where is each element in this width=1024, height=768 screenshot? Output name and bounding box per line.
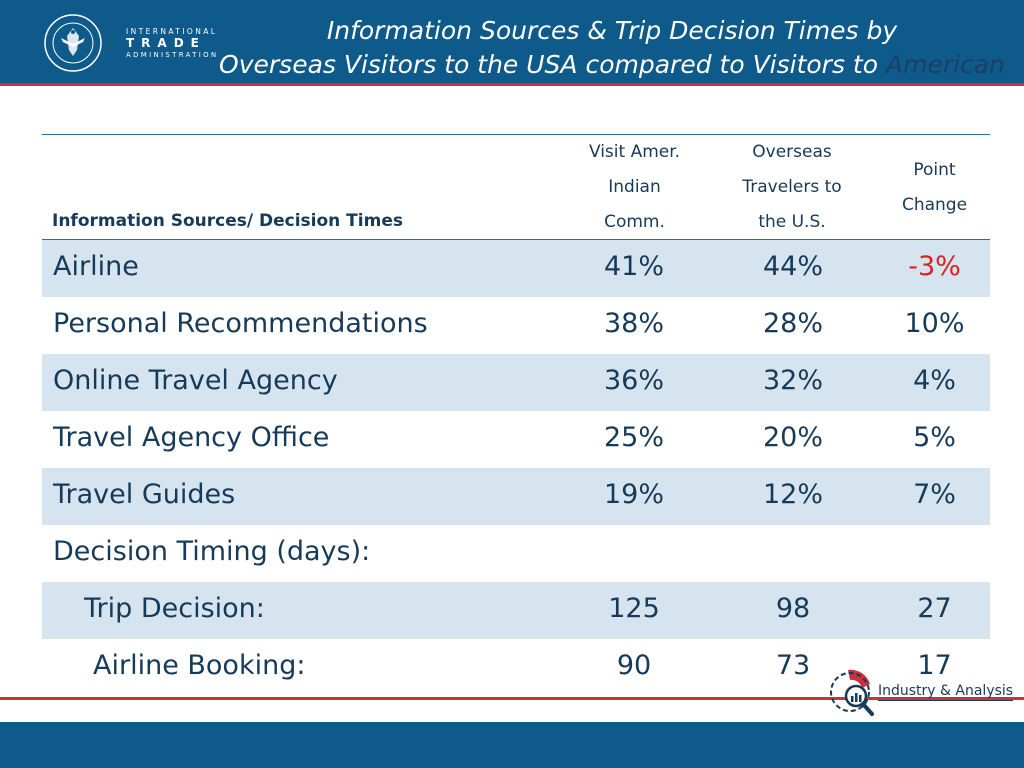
column-header-indian-comm-line3: Comm. (604, 212, 665, 232)
title-line-2-text: Overseas Visitors to the USA compared to… (219, 50, 879, 79)
cell-overseas: 12% (762, 479, 823, 510)
table-row: Travel Agency Office 25% 20% 5% (42, 411, 990, 468)
cell-indian-comm: 25% (603, 422, 664, 453)
table-row: Online Travel Agency 36% 32% 4% (42, 354, 990, 411)
table-top-rule (42, 134, 990, 135)
row-label: Decision Timing (days): (53, 536, 371, 567)
footer-band (0, 722, 1024, 768)
cell-point-change: 27 (917, 593, 952, 624)
ita-logo-line2: TRADE (126, 36, 206, 50)
row-label: Airline Booking: (93, 650, 306, 681)
row-label: Travel Guides (53, 479, 236, 510)
ita-logo: INTERNATIONAL TRADE ADMINISTRATION (126, 27, 218, 60)
ita-logo-line1: INTERNATIONAL (126, 27, 218, 36)
cell-point-change: 4% (913, 365, 956, 396)
row-label: Airline (53, 251, 139, 282)
column-header-point-change: Point Change (877, 153, 992, 223)
column-header-overseas-line3: the U.S. (758, 212, 826, 232)
cell-indian-comm: 38% (603, 308, 664, 339)
header-band (0, 0, 1024, 83)
column-header-indian-comm-line2: Indian (608, 177, 661, 197)
column-header-point-change-line1: Point (913, 160, 956, 180)
cell-overseas: 32% (762, 365, 823, 396)
column-header-overseas: Overseas Travelers to the U.S. (717, 135, 867, 240)
department-of-commerce-seal-icon (44, 14, 102, 72)
table-header-rule (42, 239, 990, 240)
column-header-indian-comm: Visit Amer. Indian Comm. (562, 135, 707, 240)
table-row: Decision Timing (days): (42, 525, 990, 582)
industry-analysis-gear-magnifier-icon (830, 669, 874, 716)
cell-overseas: 98 (775, 593, 811, 624)
column-header-point-change-line2: Change (901, 195, 968, 215)
row-label: Travel Agency Office (53, 422, 330, 453)
column-header-indian-comm-line1: Visit Amer. (588, 142, 681, 162)
table-row: Trip Decision: 125 98 27 (42, 582, 990, 639)
row-label: Trip Decision: (84, 593, 265, 624)
ita-logo-line3: ADMINISTRATION (126, 51, 219, 59)
cell-point-change: -3% (908, 251, 961, 282)
cell-point-change: 17 (917, 650, 952, 681)
table-row: Personal Recommendations 38% 28% 10% (42, 297, 990, 354)
footer-red-rule (0, 697, 1024, 700)
column-header-overseas-line1: Overseas (752, 142, 832, 162)
cell-overseas: 44% (762, 251, 823, 282)
cell-overseas: 20% (762, 422, 823, 453)
cell-point-change: 5% (913, 422, 956, 453)
table-row: Airline Booking: 90 73 17 (42, 639, 990, 696)
table-row: Airline 41% 44% -3% (42, 240, 990, 297)
cell-indian-comm: 90 (616, 650, 652, 681)
cell-indian-comm: 41% (603, 251, 664, 282)
table-header-row: Information Sources/ Decision Times Visi… (42, 135, 990, 239)
title-line-1: Information Sources & Trip Decision Time… (326, 16, 898, 45)
cell-indian-comm: 125 (608, 593, 660, 624)
table-row: Travel Guides 19% 12% 7% (42, 468, 990, 525)
cell-overseas: 28% (762, 308, 823, 339)
page-title: Information Sources & Trip Decision Time… (150, 14, 1024, 116)
cell-overseas: 73 (775, 650, 811, 681)
title-line-2: Overseas Visitors to the USA compared to… (150, 48, 1024, 82)
column-header-overseas-line2: Travelers to (742, 177, 842, 197)
cell-indian-comm: 36% (603, 365, 664, 396)
cell-point-change: 7% (913, 479, 956, 510)
title-line-2-tail: American (885, 50, 1005, 79)
header-red-rule (0, 83, 1024, 86)
row-label: Online Travel Agency (53, 365, 338, 396)
row-label: Personal Recommendations (53, 308, 428, 339)
cell-indian-comm: 19% (603, 479, 664, 510)
cell-point-change: 10% (904, 308, 965, 339)
column-header-sources: Information Sources/ Decision Times (52, 211, 403, 231)
title-line-3: Indian Communities 2016 (451, 84, 773, 113)
industry-analysis-brand: Industry & Analysis (878, 683, 1014, 701)
